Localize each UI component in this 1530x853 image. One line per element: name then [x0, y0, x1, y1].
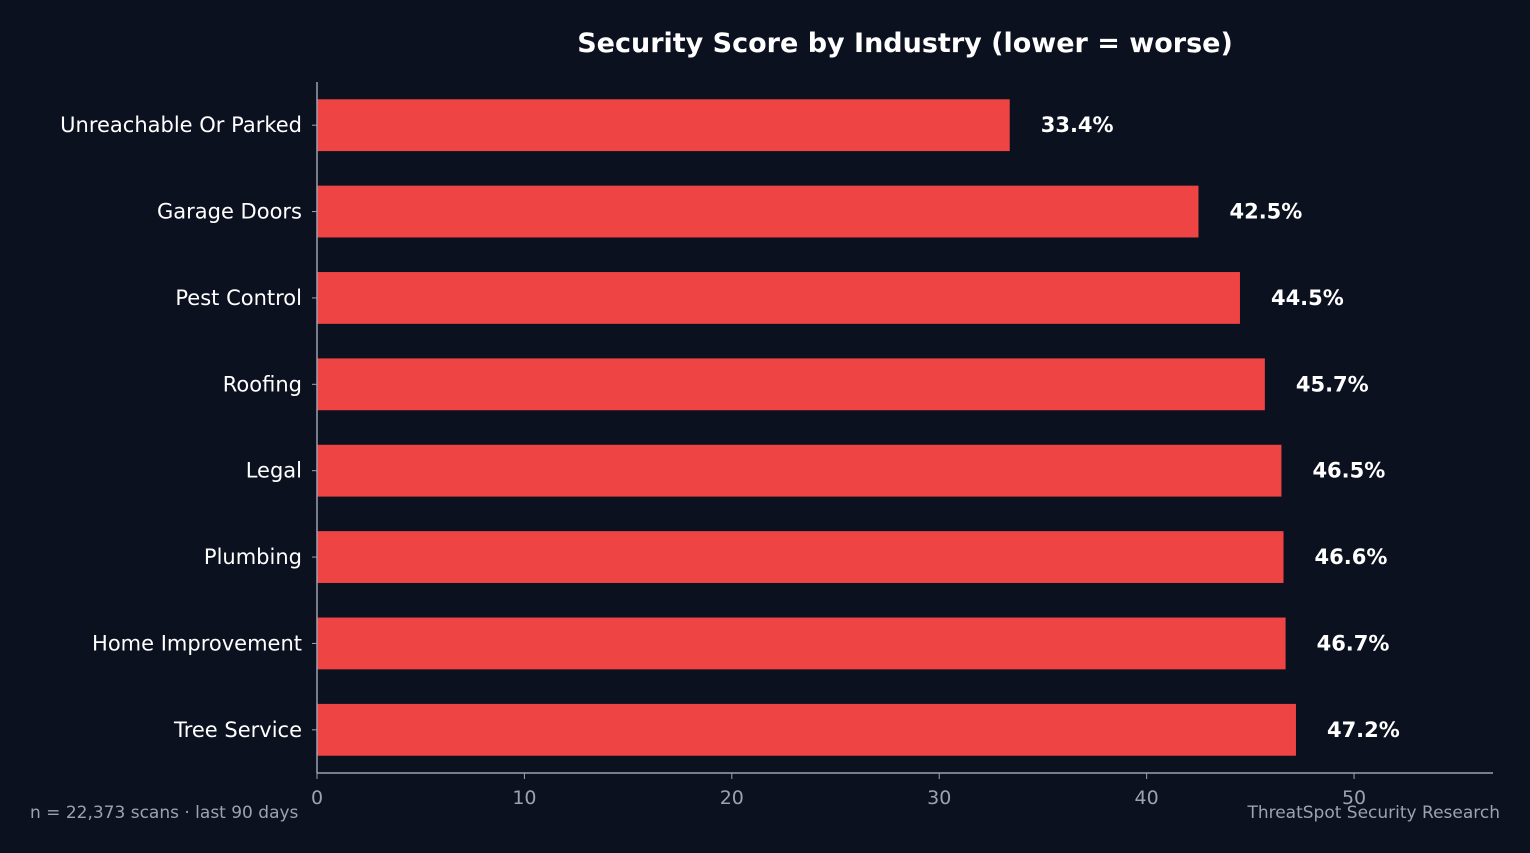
bar-7	[317, 703, 1296, 756]
sample-size-note: n = 22,373 scans · last 90 days	[30, 803, 299, 823]
category-label-2: Pest Control	[175, 286, 302, 310]
chart-title: Security Score by Industry (lower = wors…	[577, 28, 1233, 59]
bar-3	[317, 358, 1265, 411]
bar-2	[317, 272, 1240, 324]
category-label-6: Home Improvement	[92, 631, 302, 655]
category-label-7: Tree Service	[173, 718, 302, 742]
category-label-5: Plumbing	[204, 545, 302, 569]
data-label-3: 45.7%	[1296, 372, 1369, 396]
data-label-7: 47.2%	[1327, 718, 1400, 742]
data-label-6: 46.7%	[1317, 631, 1390, 655]
bar-6	[317, 617, 1286, 670]
category-label-1: Garage Doors	[157, 200, 302, 224]
bar-4	[317, 444, 1282, 497]
source-credit: ThreatSpot Security Research	[1247, 803, 1500, 823]
bar-1	[317, 185, 1199, 238]
category-label-3: Roofing	[223, 372, 302, 396]
data-label-2: 44.5%	[1271, 286, 1344, 310]
bars-group: 33.4% 42.5% 44.5% 45.7% 46.5% 46.6% 46.7% 47.2%	[317, 99, 1400, 756]
data-label-4: 46.5%	[1312, 459, 1385, 483]
category-label-0: Unreachable Or Parked	[60, 113, 302, 137]
data-label-1: 42.5%	[1229, 200, 1302, 224]
axes-group: Unreachable Or Parked Garage Doors Pest Co…	[60, 82, 1493, 809]
category-label-4: Legal	[246, 459, 302, 483]
data-label-5: 46.6%	[1315, 545, 1388, 569]
x-tick-label-0: 0	[311, 787, 323, 809]
bar-5	[317, 531, 1284, 583]
bar-0	[317, 99, 1010, 152]
x-tick-label-3: 30	[927, 787, 951, 809]
x-tick-label-5: 50	[1342, 787, 1366, 809]
x-tick-label-4: 40	[1135, 787, 1159, 809]
data-label-0: 33.4%	[1041, 113, 1114, 137]
x-tick-label-2: 20	[720, 787, 744, 809]
x-tick-label-1: 10	[512, 787, 536, 809]
